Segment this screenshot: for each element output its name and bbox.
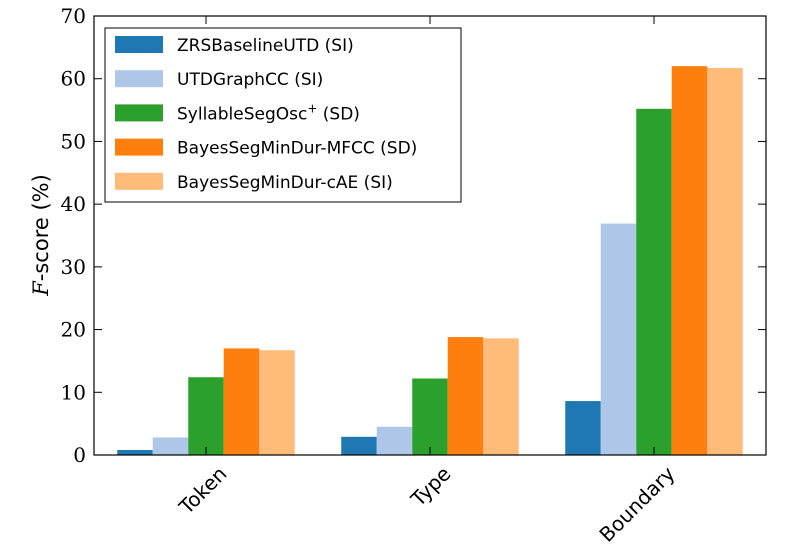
legend-box <box>104 27 462 203</box>
legend-label: BayesSegMinDur-cAE (SI) <box>177 173 393 193</box>
y-axis-label-italic: F <box>29 280 53 297</box>
bar-type-series-5 <box>483 338 519 455</box>
y-axis-label: F-score (%) <box>29 174 53 297</box>
bar-boundary-series-5 <box>707 68 743 455</box>
bar-type-series-3 <box>412 378 448 455</box>
x-category-label: Boundary <box>594 461 679 546</box>
y-axis-label-rest: -score (%) <box>29 174 53 281</box>
legend-label: SyllableSegOsc+ (SD) <box>177 101 360 124</box>
legend-label: ZRSBaselineUTD (SI) <box>177 36 354 56</box>
x-category-label: Token <box>174 462 232 520</box>
y-tick-label: 50 <box>61 129 86 153</box>
y-tick-label: 10 <box>61 380 86 404</box>
legend-swatch <box>115 36 163 53</box>
legend-swatch <box>115 70 163 88</box>
bar-boundary-series-4 <box>671 66 708 456</box>
legend-swatch <box>115 138 163 156</box>
y-tick-label: 0 <box>73 443 86 467</box>
y-axis: 0 10 20 30 40 50 60 70 <box>61 4 766 467</box>
y-tick-label: 30 <box>61 255 86 279</box>
bar-token-series-1 <box>117 449 153 455</box>
legend-label: BayesSegMinDur-MFCC (SD) <box>177 139 417 159</box>
y-tick-label: 40 <box>61 192 86 216</box>
legend-label: UTDGraphCC (SI) <box>177 70 323 90</box>
bar-type-series-2 <box>376 426 413 455</box>
bar-token-series-3 <box>188 377 224 455</box>
y-tick-label: 70 <box>61 4 86 28</box>
bar-type-series-4 <box>447 337 484 455</box>
bar-boundary-series-2 <box>600 223 637 455</box>
bar-token-series-2 <box>152 437 189 455</box>
bar-boundary-series-3 <box>636 108 672 456</box>
y-tick-label: 60 <box>61 67 86 91</box>
bar-token-series-4 <box>223 348 260 455</box>
bar-type-series-1 <box>341 436 377 455</box>
bars-group <box>117 66 743 456</box>
bar-token-series-5 <box>259 350 295 455</box>
x-category-label: Type <box>405 462 455 512</box>
bar-boundary-series-1 <box>565 401 601 455</box>
legend: ZRSBaselineUTD (SI) UTDGraphCC (SI) Syllab… <box>104 27 462 203</box>
y-tick-label: 20 <box>61 318 86 342</box>
legend-swatch <box>115 104 163 122</box>
legend-swatch <box>115 172 163 190</box>
